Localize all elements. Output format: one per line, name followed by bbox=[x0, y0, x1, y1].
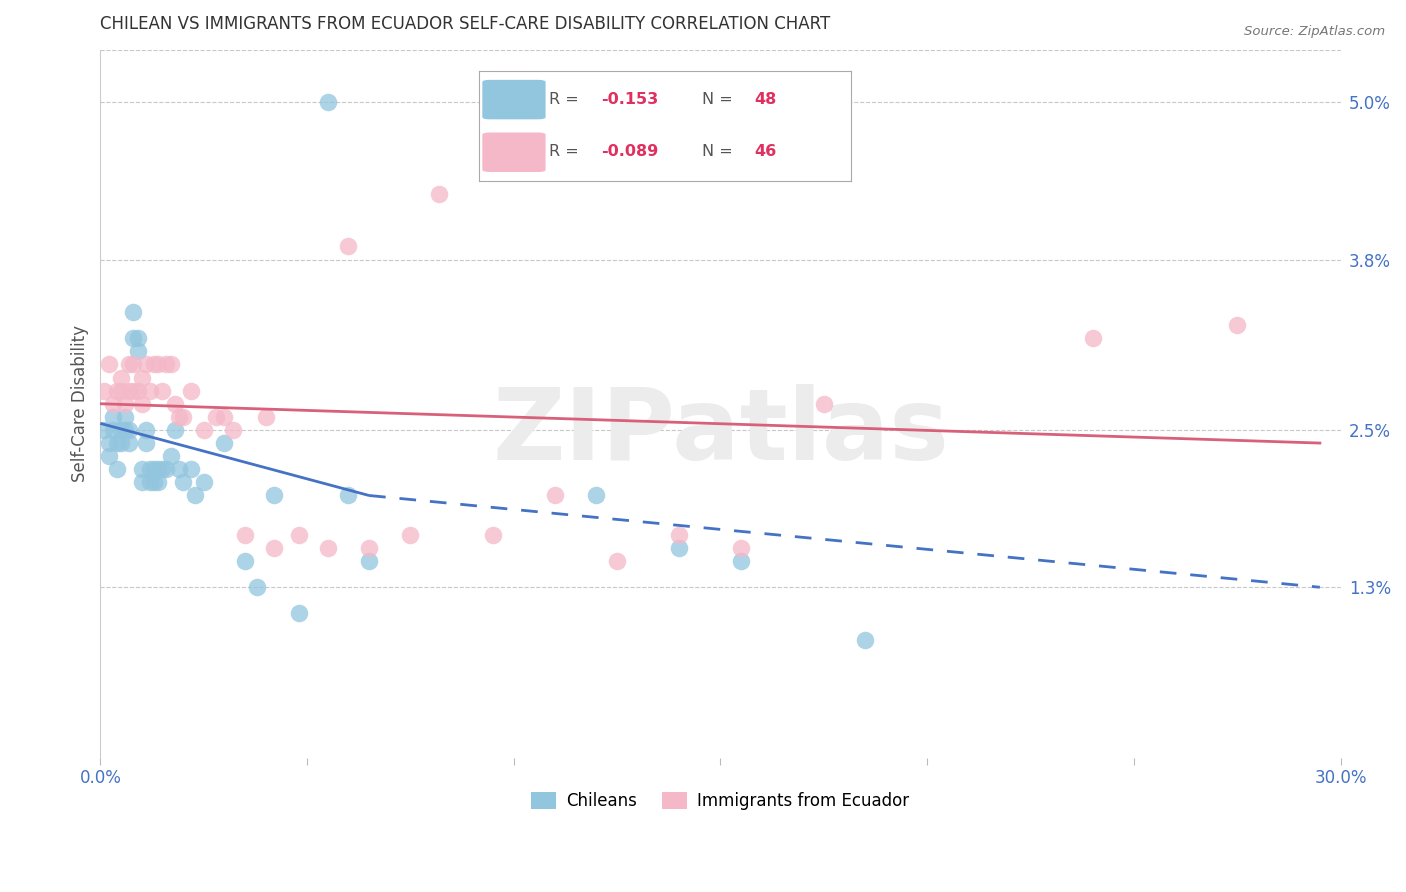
Point bbox=[150, 462, 173, 476]
Point bbox=[135, 423, 157, 437]
Point bbox=[288, 528, 311, 542]
Point bbox=[135, 358, 157, 372]
Point bbox=[813, 397, 835, 411]
Point bbox=[180, 384, 202, 398]
Point bbox=[399, 528, 422, 542]
Point bbox=[184, 488, 207, 502]
Point bbox=[1081, 331, 1104, 345]
Point bbox=[233, 554, 256, 568]
Point bbox=[668, 528, 690, 542]
Point bbox=[97, 449, 120, 463]
Point bbox=[155, 462, 177, 476]
Point bbox=[148, 358, 170, 372]
Point bbox=[122, 384, 145, 398]
Point bbox=[118, 423, 141, 437]
Point bbox=[233, 528, 256, 542]
Point bbox=[118, 436, 141, 450]
Point bbox=[606, 554, 628, 568]
Point bbox=[205, 409, 228, 424]
Point bbox=[172, 409, 194, 424]
Point bbox=[148, 475, 170, 490]
Point bbox=[118, 384, 141, 398]
Point bbox=[143, 462, 166, 476]
Point bbox=[730, 541, 752, 555]
Point bbox=[159, 358, 181, 372]
Point bbox=[131, 475, 153, 490]
Point bbox=[127, 384, 149, 398]
Text: CHILEAN VS IMMIGRANTS FROM ECUADOR SELF-CARE DISABILITY CORRELATION CHART: CHILEAN VS IMMIGRANTS FROM ECUADOR SELF-… bbox=[100, 15, 831, 33]
Point bbox=[139, 475, 162, 490]
Point bbox=[730, 554, 752, 568]
Point bbox=[97, 436, 120, 450]
Point bbox=[163, 397, 186, 411]
Point bbox=[150, 384, 173, 398]
Point bbox=[101, 409, 124, 424]
Point bbox=[127, 331, 149, 345]
Point bbox=[131, 397, 153, 411]
Point bbox=[105, 384, 128, 398]
Point bbox=[172, 475, 194, 490]
Point bbox=[668, 541, 690, 555]
Point bbox=[193, 423, 215, 437]
Point bbox=[139, 384, 162, 398]
Point bbox=[114, 423, 136, 437]
Point bbox=[167, 462, 190, 476]
Point bbox=[193, 475, 215, 490]
Point bbox=[105, 462, 128, 476]
Point bbox=[101, 397, 124, 411]
Point bbox=[214, 436, 236, 450]
Point bbox=[482, 528, 505, 542]
Point bbox=[114, 409, 136, 424]
Point bbox=[143, 358, 166, 372]
Point bbox=[127, 344, 149, 359]
Point bbox=[93, 423, 115, 437]
Text: Source: ZipAtlas.com: Source: ZipAtlas.com bbox=[1244, 25, 1385, 38]
Point bbox=[316, 95, 339, 110]
Point bbox=[357, 554, 380, 568]
Point bbox=[337, 488, 360, 502]
Text: ZIPatlas: ZIPatlas bbox=[492, 384, 949, 481]
Point bbox=[97, 358, 120, 372]
Point bbox=[263, 541, 285, 555]
Point bbox=[93, 384, 115, 398]
Point bbox=[427, 187, 450, 202]
Point bbox=[337, 239, 360, 253]
Point bbox=[167, 409, 190, 424]
Point bbox=[263, 488, 285, 502]
Point bbox=[163, 423, 186, 437]
Point bbox=[139, 462, 162, 476]
Point bbox=[1226, 318, 1249, 332]
Point bbox=[110, 423, 132, 437]
Point bbox=[131, 462, 153, 476]
Point bbox=[122, 358, 145, 372]
Point bbox=[131, 370, 153, 384]
Point bbox=[316, 541, 339, 555]
Legend: Chileans, Immigrants from Ecuador: Chileans, Immigrants from Ecuador bbox=[524, 785, 917, 816]
Point bbox=[180, 462, 202, 476]
Point bbox=[118, 358, 141, 372]
Point bbox=[122, 331, 145, 345]
Point bbox=[288, 607, 311, 621]
Point bbox=[853, 632, 876, 647]
Point bbox=[214, 409, 236, 424]
Point bbox=[110, 370, 132, 384]
Point bbox=[101, 423, 124, 437]
Point bbox=[122, 305, 145, 319]
Point bbox=[159, 449, 181, 463]
Point bbox=[221, 423, 243, 437]
Point bbox=[148, 462, 170, 476]
Point bbox=[135, 436, 157, 450]
Point bbox=[246, 580, 269, 594]
Point bbox=[105, 436, 128, 450]
Point bbox=[110, 384, 132, 398]
Point bbox=[544, 488, 567, 502]
Point bbox=[114, 397, 136, 411]
Y-axis label: Self-Care Disability: Self-Care Disability bbox=[72, 326, 89, 483]
Point bbox=[585, 488, 607, 502]
Point bbox=[143, 475, 166, 490]
Point bbox=[254, 409, 277, 424]
Point bbox=[357, 541, 380, 555]
Point bbox=[155, 358, 177, 372]
Point bbox=[110, 436, 132, 450]
